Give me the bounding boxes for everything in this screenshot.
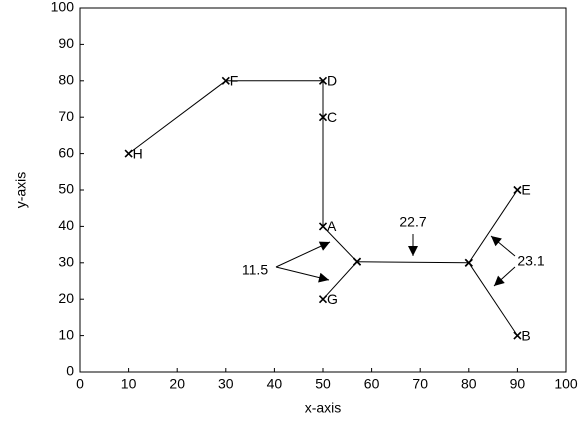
- arrow: [490, 235, 516, 257]
- point-marker: [318, 76, 328, 85]
- edge-line: [468, 262, 518, 336]
- point-marker: [318, 295, 328, 304]
- y-tick-label: 20: [58, 290, 74, 306]
- point-marker: [464, 258, 473, 267]
- point-label: F: [230, 73, 239, 89]
- y-tick-label: 60: [58, 144, 74, 160]
- x-tick-label: 100: [554, 376, 578, 392]
- y-tick-label: 50: [58, 181, 74, 197]
- point-marker: [124, 149, 133, 158]
- arrow: [275, 266, 330, 283]
- annotation-arrows: [275, 234, 516, 287]
- x-tick-label: 70: [412, 376, 428, 392]
- point-label: G: [327, 291, 338, 307]
- y-tick-label: 80: [58, 72, 74, 88]
- x-tick-label: 90: [510, 376, 526, 392]
- y-tick-label: 30: [58, 254, 74, 270]
- y-axis-label: y-axis: [13, 172, 29, 209]
- x-tick-label: 50: [315, 376, 331, 392]
- annotation: 11.5: [242, 262, 268, 278]
- x-tick-label: 30: [218, 376, 234, 392]
- point-marker: [318, 113, 328, 122]
- annotation: 22.7: [399, 214, 426, 230]
- point-label: A: [327, 218, 337, 234]
- point-marker: [513, 185, 522, 195]
- x-tick-label: 10: [121, 376, 137, 392]
- x-axis-label: x-axis: [305, 400, 342, 416]
- y-tick-label: 90: [58, 35, 74, 51]
- y-tick-label: 100: [51, 0, 75, 15]
- y-tick-label: 0: [66, 363, 74, 379]
- y-tick-label: 40: [58, 217, 74, 233]
- edge-line: [357, 189, 518, 264]
- point-marker: [352, 257, 362, 266]
- x-tick-label: 0: [76, 376, 84, 392]
- point-marker: [318, 222, 328, 231]
- point-label: H: [133, 145, 143, 161]
- point-label: C: [327, 109, 337, 125]
- y-tick-label: 70: [58, 108, 74, 124]
- x-tick-label: 40: [267, 376, 283, 392]
- point-marker: [221, 76, 230, 85]
- point-marker: [513, 331, 522, 340]
- y-tick-label: 10: [58, 326, 74, 342]
- x-tick-label: 20: [169, 376, 185, 392]
- arrow: [493, 266, 516, 287]
- point-label: D: [327, 73, 337, 89]
- point-label: B: [521, 327, 530, 343]
- arrow: [275, 241, 331, 268]
- annotation: 23.1: [517, 253, 544, 269]
- point-label: E: [521, 182, 530, 198]
- x-tick-label: 80: [461, 376, 477, 392]
- x-tick-label: 60: [364, 376, 380, 392]
